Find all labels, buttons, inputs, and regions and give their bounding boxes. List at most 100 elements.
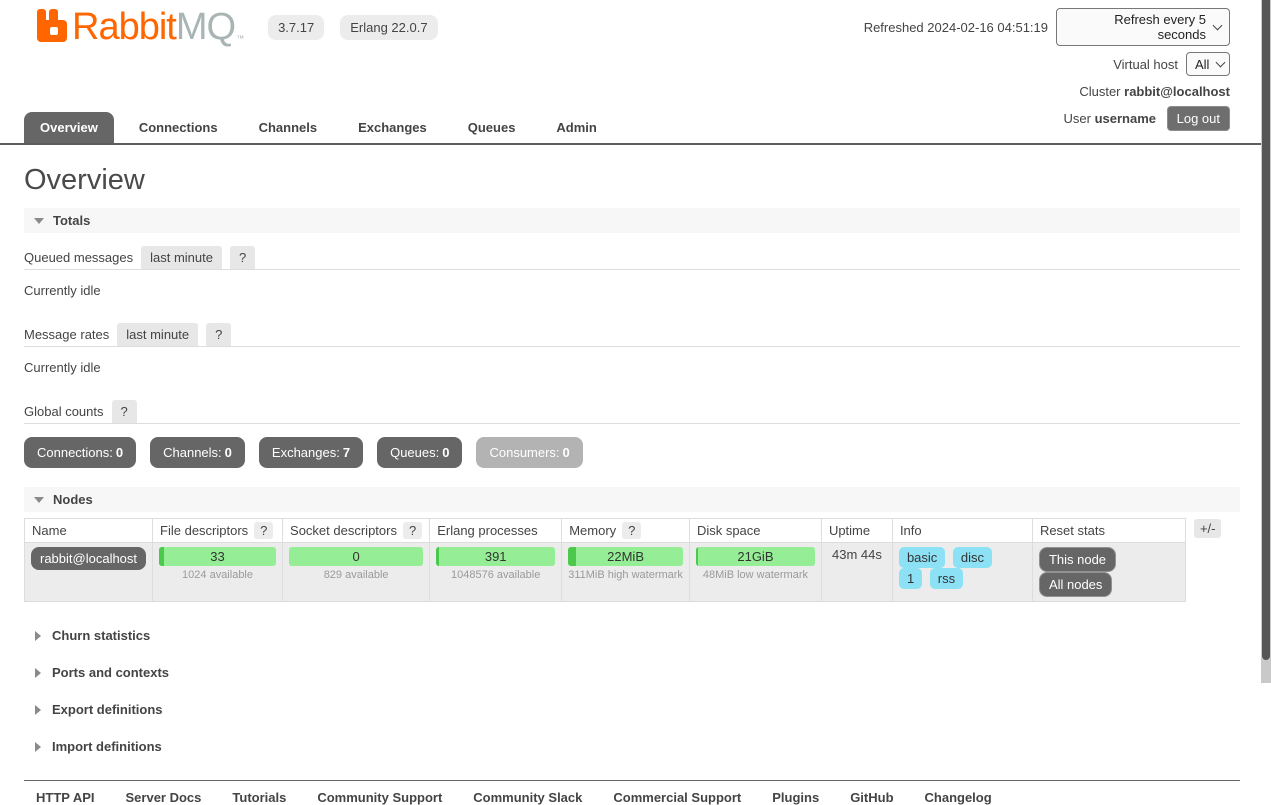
collapse-triangle-icon: [34, 217, 44, 224]
reset-stats-cell: This node All nodes: [1031, 542, 1186, 602]
nodes-table-wrap: Name File descriptors? Socket descriptor…: [23, 518, 1240, 602]
global-counts-help-icon[interactable]: ?: [111, 400, 137, 423]
queued-messages-row: Queued messages last minute ?: [24, 233, 1240, 270]
section-ports-and-contexts[interactable]: Ports and contexts: [35, 665, 1240, 680]
file-descriptors-bar-used: [159, 547, 164, 566]
rabbitmq-logo: RabbitMQ ™ 3.7.17 Erlang 22.0.7: [36, 8, 438, 46]
footer-link-commercial-support[interactable]: Commercial Support: [613, 790, 742, 805]
fd-help-icon[interactable]: ?: [254, 522, 274, 539]
node-name-badge[interactable]: rabbit@localhost: [31, 547, 147, 570]
rabbitmq-logo-icon: [36, 9, 68, 46]
erlang-version-badge: Erlang 22.0.7: [340, 15, 438, 40]
nodes-section-header[interactable]: Nodes: [24, 487, 1240, 512]
rates-last-minute-tab[interactable]: last minute: [117, 323, 199, 346]
virtual-host-row: Virtual host All: [864, 52, 1230, 76]
col-header-info: Info: [891, 518, 1033, 543]
virtual-host-label: Virtual host: [1113, 56, 1178, 72]
page-title: Overview: [24, 164, 145, 196]
file-descriptors-sub: 1024 available: [182, 569, 253, 581]
reset-all-nodes-button[interactable]: All nodes: [1038, 572, 1113, 597]
node-name-cell: rabbit@localhost: [23, 542, 154, 602]
queued-last-minute-tab[interactable]: last minute: [141, 246, 222, 269]
queued-status-text: Currently idle: [24, 283, 101, 298]
global-count-buttons: Connections: 0 Channels: 0 Exchanges: 7 Que…: [24, 437, 1240, 468]
erlang-processes-cell: 391 1048576 available: [429, 542, 563, 602]
queues-count-label: Queues:: [390, 445, 440, 460]
socket-descriptors-cell: 0 829 available: [282, 542, 431, 602]
footer-link-server-docs[interactable]: Server Docs: [125, 790, 202, 805]
version-badges: 3.7.17 Erlang 22.0.7: [268, 15, 438, 46]
section-export-definitions[interactable]: Export definitions: [35, 702, 1240, 717]
section-import-definitions[interactable]: Import definitions: [35, 739, 1240, 754]
footer-link-changelog[interactable]: Changelog: [924, 790, 992, 805]
footer-link-tutorials[interactable]: Tutorials: [232, 790, 287, 805]
uptime-cell: 43m 44s: [820, 542, 893, 602]
erlang-processes-bar: 391: [436, 547, 556, 566]
channels-count-button[interactable]: Channels: 0: [150, 437, 245, 468]
footer-link-github[interactable]: GitHub: [850, 790, 894, 805]
tab-overview[interactable]: Overview: [24, 112, 114, 143]
section-label: Churn statistics: [52, 628, 151, 643]
memory-bar: 22MiB: [568, 547, 683, 566]
footer-link-community-slack[interactable]: Community Slack: [473, 790, 583, 805]
user-row: User username Log out: [864, 106, 1230, 131]
nodes-table-header-row: Name File descriptors? Socket descriptor…: [23, 518, 1186, 543]
file-descriptors-bar: 33: [159, 547, 277, 566]
erlang-processes-bar-used: [436, 547, 439, 566]
scrollbar-thumb[interactable]: [1262, 0, 1270, 660]
column-toggle-button[interactable]: +/-: [1193, 519, 1222, 538]
erlang-processes-value: 391: [484, 549, 507, 564]
info-badge-rss: rss: [929, 568, 964, 589]
virtual-host-select[interactable]: All: [1186, 52, 1230, 76]
footer: HTTP API Server Docs Tutorials Community…: [24, 780, 1240, 805]
exchanges-count-button[interactable]: Exchanges: 7: [258, 437, 364, 468]
sd-help-icon[interactable]: ?: [402, 522, 423, 539]
tab-exchanges[interactable]: Exchanges: [358, 120, 427, 135]
logout-button[interactable]: Log out: [1166, 106, 1230, 131]
header-right: Refreshed 2024-02-16 04:51:19 Refresh ev…: [864, 8, 1230, 136]
col-header-file-descriptors: File descriptors?: [152, 518, 284, 543]
section-label: Export definitions: [52, 702, 163, 717]
node-row: rabbit@localhost 33 1024 available 0: [23, 542, 1186, 602]
collapse-triangle-icon: [34, 496, 44, 503]
user-name: username: [1094, 111, 1156, 126]
queued-messages-label: Queued messages: [24, 250, 134, 265]
queued-help-icon[interactable]: ?: [230, 246, 256, 269]
rates-help-icon[interactable]: ?: [206, 323, 232, 346]
memory-sub: 311MiB high watermark: [568, 569, 683, 581]
vertical-scrollbar[interactable]: [1261, 0, 1271, 683]
col-header-socket-descriptors: Socket descriptors?: [282, 518, 431, 543]
info-cell: basic disc 1 rss: [891, 542, 1033, 602]
cluster-row: Cluster rabbit@localhost: [864, 82, 1230, 101]
connections-count-button[interactable]: Connections: 0: [24, 437, 137, 468]
memory-help-icon[interactable]: ?: [622, 522, 642, 539]
global-counts-row: Global counts ?: [24, 387, 1240, 424]
nodes-table: Name File descriptors? Socket descriptor…: [23, 518, 1186, 602]
tab-admin[interactable]: Admin: [556, 120, 597, 135]
erlang-processes-sub: 1048576 available: [451, 569, 541, 581]
footer-link-plugins[interactable]: Plugins: [772, 790, 820, 805]
tab-channels[interactable]: Channels: [258, 120, 318, 135]
disk-space-value: 21GiB: [737, 549, 774, 564]
user-label: User: [1063, 111, 1091, 126]
tab-queues[interactable]: Queues: [467, 120, 516, 135]
queues-count-button[interactable]: Queues: 0: [377, 437, 463, 468]
chevron-down-icon: [1216, 57, 1226, 68]
channels-count-label: Channels:: [163, 445, 222, 460]
refresh-interval-select[interactable]: Refresh every 5 seconds: [1056, 8, 1230, 46]
memory-bar-used: [568, 547, 577, 566]
consumers-count-button: Consumers: 0: [476, 437, 583, 468]
footer-link-http-api[interactable]: HTTP API: [36, 790, 95, 805]
col-header-uptime: Uptime: [820, 518, 893, 543]
section-churn-statistics[interactable]: Churn statistics: [35, 628, 1240, 643]
reset-this-node-button[interactable]: This node: [1038, 547, 1117, 572]
nodes-section-label: Nodes: [53, 492, 93, 507]
rabbitmq-version-badge: 3.7.17: [268, 15, 325, 40]
footer-link-community-support[interactable]: Community Support: [317, 790, 443, 805]
disk-space-cell: 21GiB 48MiB low watermark: [688, 542, 822, 602]
tab-connections[interactable]: Connections: [138, 120, 218, 135]
totals-section-header[interactable]: Totals: [24, 208, 1240, 233]
message-rates-label: Message rates: [24, 327, 110, 342]
collapsed-sections: Churn statistics Ports and contexts Expo…: [24, 628, 1240, 754]
